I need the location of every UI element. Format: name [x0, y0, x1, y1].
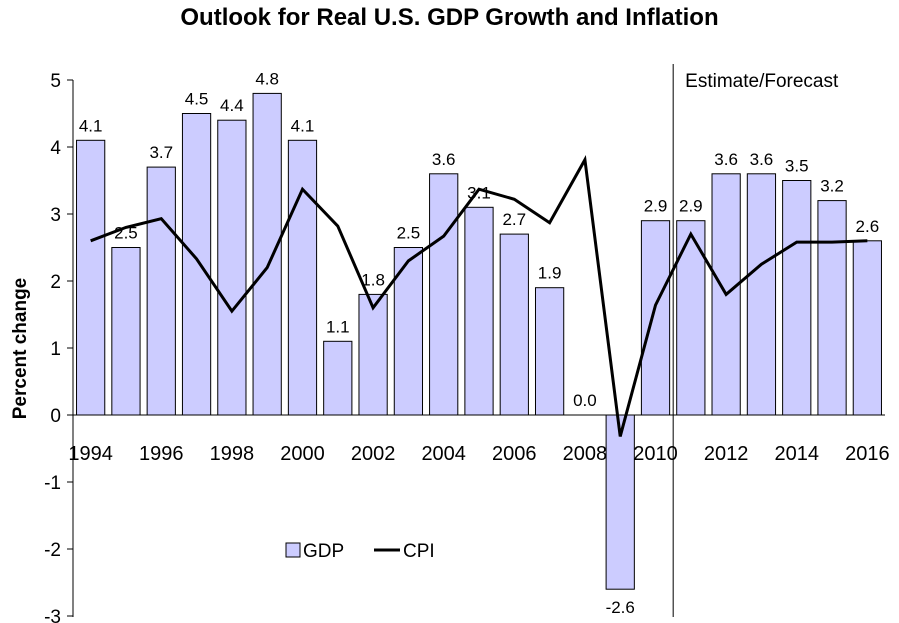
gdp-data-label-2008: 0.0 — [573, 391, 597, 410]
x-tick-label: 2014 — [774, 443, 819, 465]
gdp-data-label-1998: 4.4 — [220, 96, 244, 115]
cpi-line — [90, 155, 868, 437]
gdp-data-label-2010: 2.9 — [644, 197, 668, 216]
y-tick-label: 5 — [50, 71, 61, 92]
gdp-bar-1995 — [111, 247, 141, 416]
gdp-data-label-1999: 4.8 — [255, 69, 279, 88]
y-tick-label: 4 — [50, 138, 61, 159]
gdp-data-label-1997: 4.5 — [185, 90, 209, 109]
y-tick-label: -2 — [44, 540, 61, 561]
x-tick-label: 1998 — [210, 443, 255, 465]
y-axis-label: Percent change — [10, 278, 31, 420]
gdp-bar-1994 — [76, 139, 106, 416]
gdp-data-label-1995: 2.5 — [114, 224, 138, 243]
gdp-data-label-2000: 4.1 — [291, 116, 315, 135]
gdp-bar-2014 — [782, 180, 812, 416]
y-tick-label: 2 — [50, 272, 61, 293]
y-tick-label: 1 — [50, 339, 61, 360]
gdp-data-label-2003: 2.5 — [397, 224, 421, 243]
gdp-bar-2009 — [605, 414, 635, 590]
gdp-bar-2013 — [746, 173, 777, 416]
gdp-data-label-2002: 1.8 — [361, 270, 385, 289]
chart-title: Outlook for Real U.S. GDP Growth and Inf… — [180, 4, 719, 31]
gdp-bar-2001 — [323, 340, 353, 416]
gdp-bar-2007 — [534, 287, 565, 416]
gdp-data-label-2015: 3.2 — [820, 177, 844, 196]
x-tick-label: 2010 — [633, 443, 678, 465]
y-tick-label: -3 — [44, 607, 61, 623]
gdp-data-label-2016: 2.6 — [856, 217, 880, 236]
y-tick-label: 0 — [50, 406, 61, 427]
gdp-bar-2005 — [464, 206, 494, 416]
x-tick-label: 2016 — [845, 443, 890, 465]
legend-cpi-label: CPI — [403, 541, 435, 562]
legend-gdp-label: GDP — [303, 541, 344, 562]
gdp-bar-2006 — [499, 233, 529, 416]
gdp-data-label-2013: 3.6 — [750, 150, 774, 169]
x-tick-label: 2012 — [704, 443, 749, 465]
gdp-data-label-2001: 1.1 — [326, 317, 350, 336]
x-tick-label: 2004 — [421, 443, 466, 465]
x-tick-label: 2000 — [280, 443, 325, 465]
gdp-data-label-2014: 3.5 — [785, 157, 809, 176]
gdp-data-label-2004: 3.6 — [432, 150, 456, 169]
gdp-data-label-2005: 3.1 — [467, 183, 491, 202]
gdp-bar-1998 — [217, 119, 247, 416]
x-tick-label: 1996 — [139, 443, 184, 465]
gdp-data-label-2007: 1.9 — [538, 264, 562, 283]
gdp-bar-1997 — [181, 113, 212, 416]
gdp-data-label-2006: 2.7 — [502, 210, 526, 229]
x-tick-label: 2008 — [563, 443, 608, 465]
y-tick-label: 3 — [50, 205, 61, 226]
forecast-annotation: Estimate/Forecast — [685, 71, 839, 92]
gdp-data-label-2011: 2.9 — [679, 197, 703, 216]
gdp-bar-1996 — [146, 166, 176, 416]
gdp-bar-2004 — [429, 173, 459, 416]
legend-gdp-swatch — [285, 542, 301, 558]
gdp-data-label-1994: 4.1 — [79, 116, 103, 135]
gdp-data-label-2012: 3.6 — [714, 150, 738, 169]
gdp-bar-2015 — [817, 200, 847, 416]
x-tick-label: 2002 — [351, 443, 396, 465]
gdp-data-label-1996: 3.7 — [149, 143, 173, 162]
gdp-data-label-2009: -2.6 — [606, 598, 635, 617]
gdp-bar-2000 — [287, 139, 318, 416]
x-tick-label: 2006 — [492, 443, 537, 465]
y-tick-label: -1 — [44, 473, 61, 494]
x-tick-label: 1994 — [68, 443, 113, 465]
gdp-bar-2010 — [640, 220, 671, 416]
gdp-bar-2016 — [852, 240, 882, 416]
gdp-bar-1999 — [252, 92, 282, 416]
gdp-bar-2002 — [358, 293, 388, 416]
